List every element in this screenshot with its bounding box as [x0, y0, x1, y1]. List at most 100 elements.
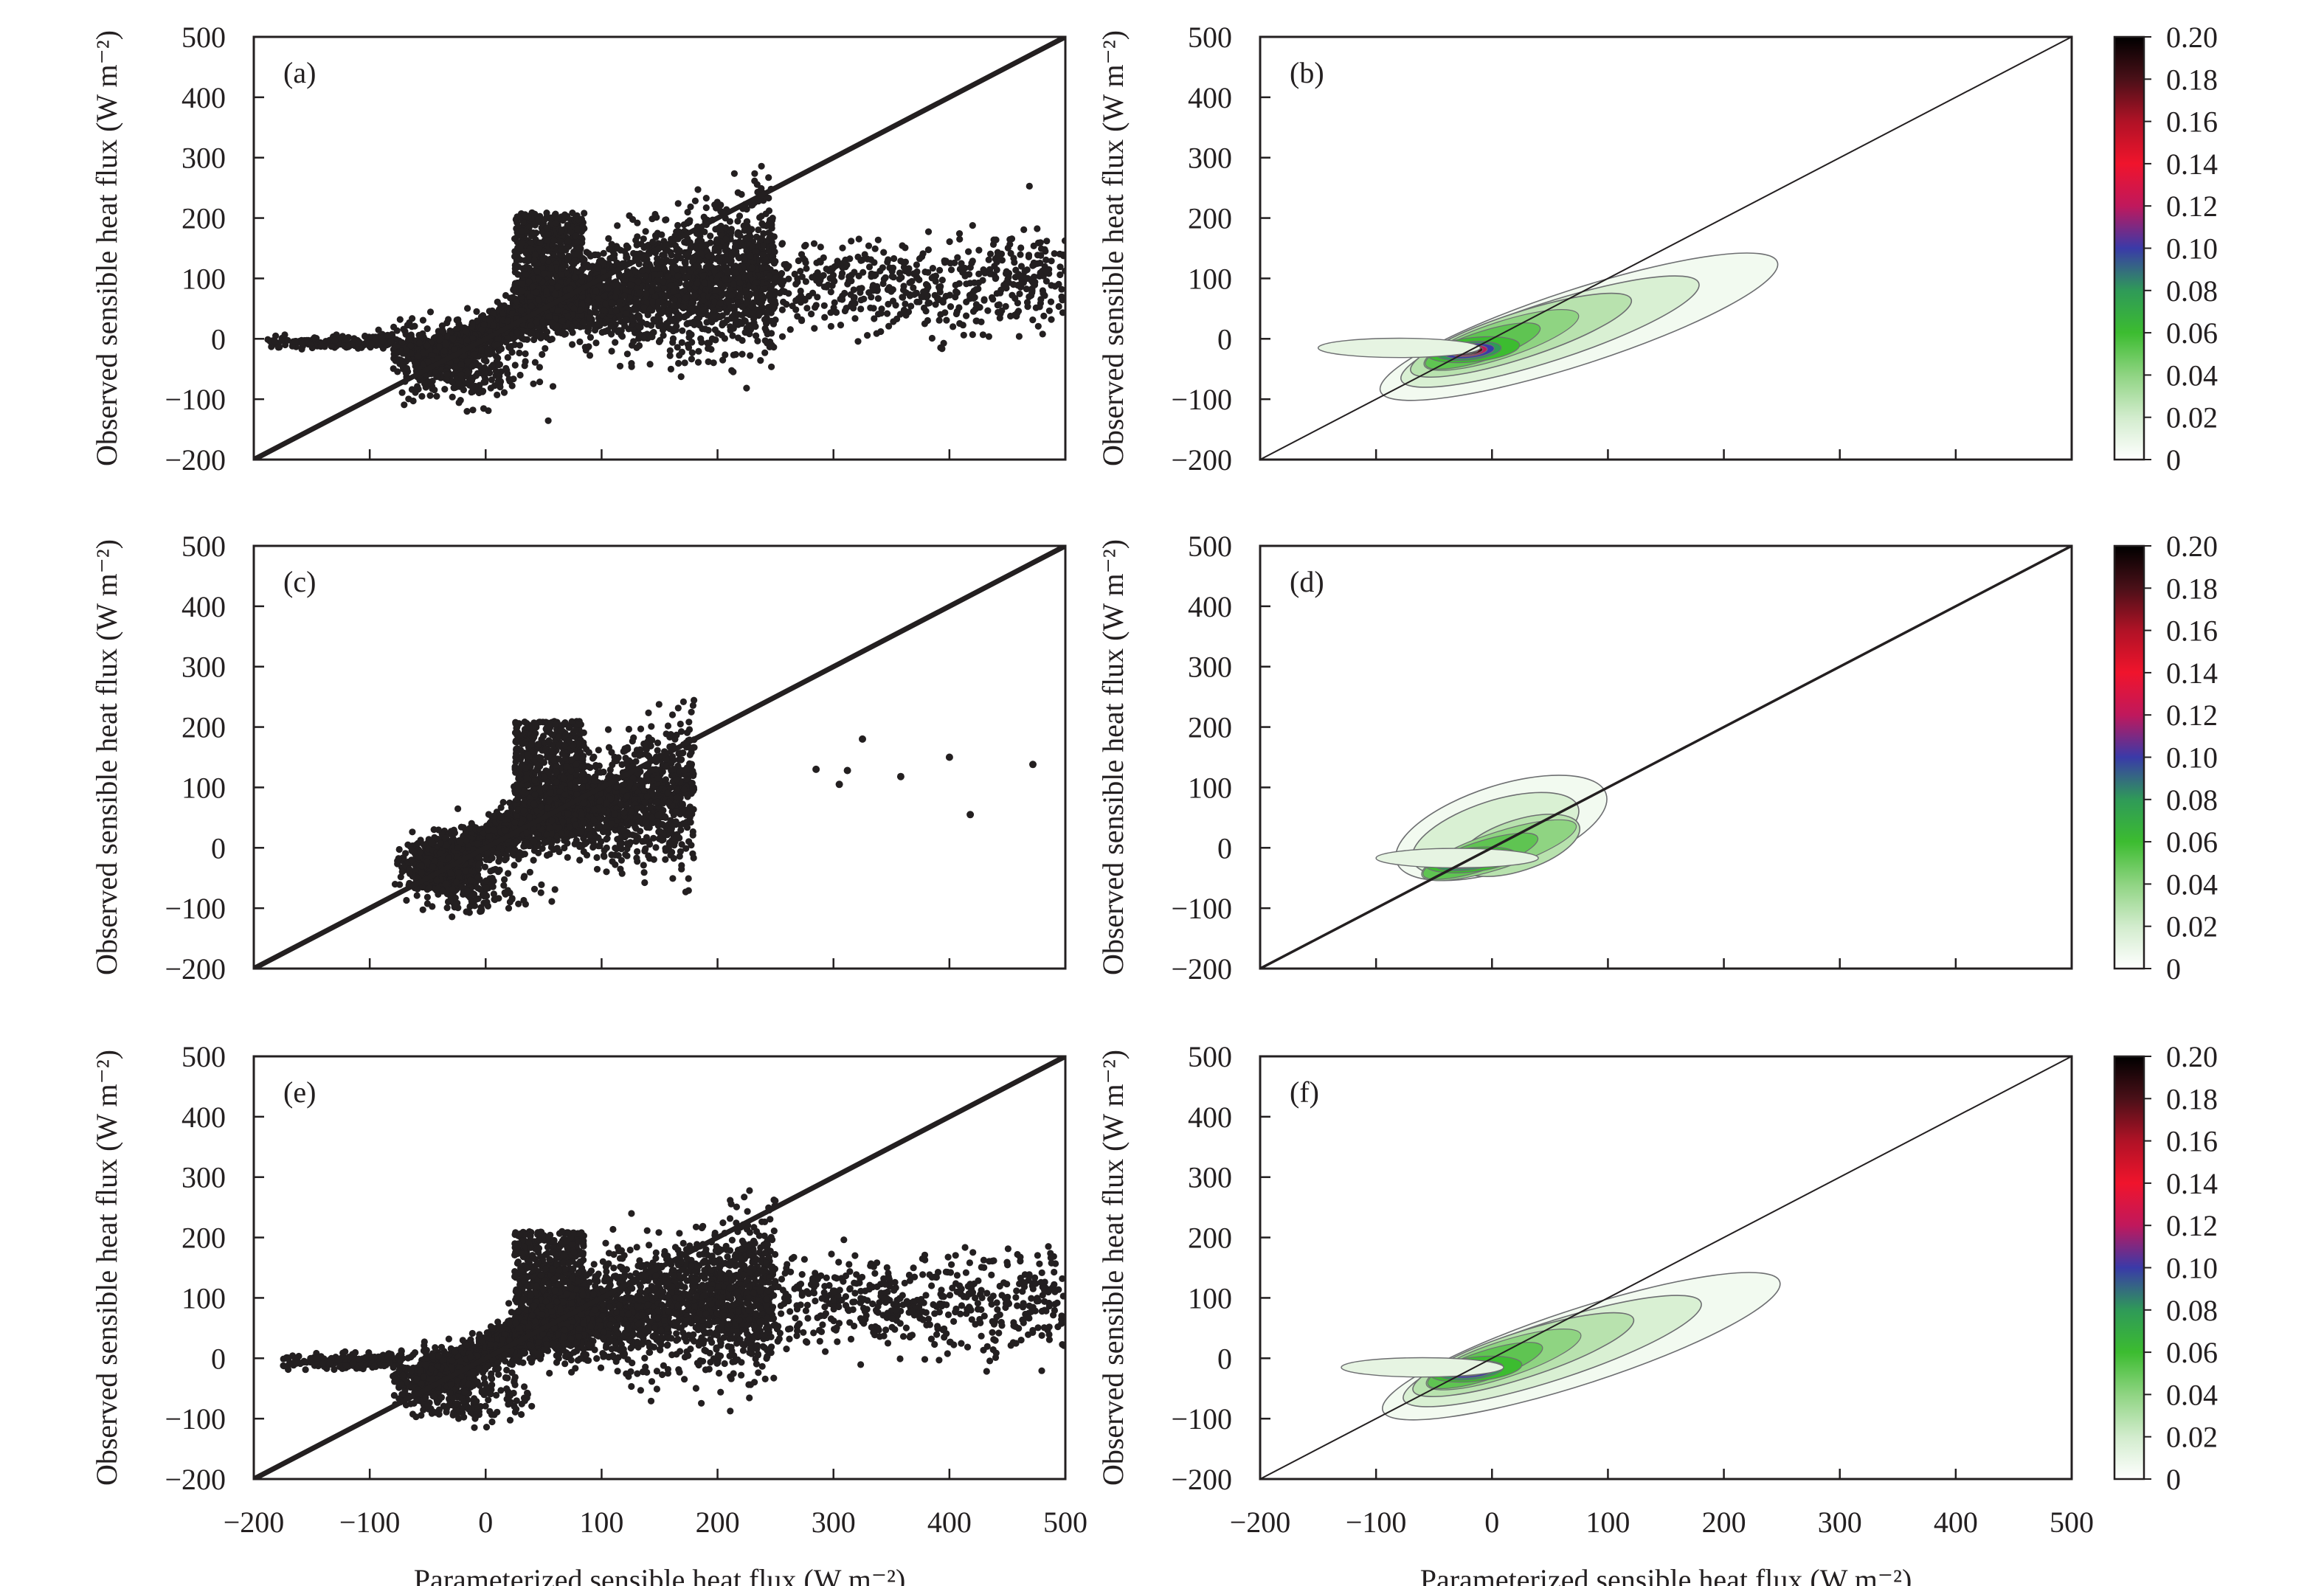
scatter-point: [750, 309, 757, 317]
scatter-point: [1037, 239, 1044, 246]
scatter-point: [469, 406, 477, 414]
scatter-point: [522, 247, 529, 255]
scatter-point: [785, 275, 792, 283]
scatter-point: [700, 297, 708, 304]
scatter-point: [671, 297, 679, 304]
scatter-point: [528, 239, 535, 246]
scatter-point: [937, 311, 944, 318]
scatter-point: [727, 314, 736, 322]
scatter-point: [736, 285, 744, 292]
scatter-point: [511, 235, 519, 243]
scatter-point: [954, 254, 961, 261]
scatter-point: [387, 338, 395, 345]
scatter-point: [463, 328, 470, 336]
scatter-point: [1034, 225, 1041, 232]
scatter-point: [480, 387, 487, 395]
scatter-point: [398, 389, 406, 396]
scatter-point: [564, 221, 571, 229]
scatter-point: [554, 307, 561, 314]
scatter-point: [637, 240, 645, 248]
scatter-point: [683, 250, 691, 258]
scatter-point: [299, 339, 306, 347]
scatter-point: [675, 359, 682, 367]
scatter-point: [632, 237, 640, 244]
scatter-point: [963, 312, 970, 319]
scatter-point: [677, 373, 685, 381]
scatter-point: [585, 343, 592, 350]
scatter-point: [419, 316, 427, 324]
scatter-point: [932, 301, 939, 308]
scatter-point: [601, 259, 608, 266]
scatter-point: [753, 181, 761, 188]
scatter-point: [985, 333, 992, 340]
scatter-point: [494, 391, 501, 399]
scatter-point: [688, 356, 696, 363]
scatter-point: [705, 358, 712, 365]
scatter-point: [328, 342, 335, 350]
scatter-point: [409, 315, 416, 322]
scatter-point: [533, 288, 540, 296]
scatter-point: [561, 262, 570, 269]
scatter-point: [468, 319, 476, 327]
scatter-point: [529, 283, 536, 291]
scatter-point: [592, 251, 599, 258]
scatter-point: [772, 269, 779, 276]
scatter-point: [468, 377, 475, 384]
scatter-point: [1017, 263, 1026, 270]
scatter-point: [657, 309, 665, 316]
scatter-point: [630, 338, 637, 345]
scatter-point: [981, 269, 989, 277]
scatter-point: [688, 339, 696, 346]
scatter-point: [924, 228, 933, 235]
scatter-point: [688, 305, 696, 313]
scatter-point: [797, 299, 804, 306]
scatter-point: [586, 314, 593, 322]
scatter-point: [587, 333, 595, 341]
scatter-point: [572, 232, 579, 240]
scatter-point: [985, 256, 992, 263]
scatter-point: [559, 328, 567, 336]
scatter-point: [612, 294, 619, 301]
scatter-point: [569, 323, 576, 330]
scatter-point: [616, 362, 624, 370]
scatter-point: [463, 408, 471, 415]
scatter-point: [691, 253, 698, 260]
scatter-point: [578, 311, 585, 319]
scatter-point: [384, 331, 392, 339]
scatter-point: [768, 317, 775, 325]
scatter-point: [612, 307, 620, 314]
scatter-point: [362, 333, 369, 340]
scatter-point: [741, 316, 748, 325]
scatter-point: [502, 291, 510, 299]
scatter-point: [585, 250, 592, 257]
scatter-point: [707, 239, 714, 246]
scatter-point: [801, 243, 809, 250]
scatter-point: [614, 222, 621, 229]
scatter-point: [741, 329, 749, 336]
scatter-point: [533, 319, 540, 326]
scatter-point: [480, 312, 487, 319]
scatter-point: [390, 365, 397, 373]
scatter-point: [506, 378, 513, 385]
scatter-point: [559, 217, 567, 224]
scatter-point: [651, 271, 658, 278]
scatter-point: [571, 251, 579, 258]
scatter-point: [759, 251, 767, 258]
scatter-point: [696, 320, 703, 328]
scatter-point: [657, 271, 664, 278]
scatter-point: [611, 251, 618, 258]
scatter-point: [605, 235, 612, 242]
scatter-point: [598, 328, 606, 336]
scatter-point: [769, 257, 777, 265]
scatter-point: [451, 346, 458, 353]
scatter-point: [404, 356, 412, 363]
scatter-point: [768, 224, 775, 232]
scatter-point: [730, 368, 737, 375]
scatter-point: [432, 367, 439, 375]
scatter-point: [666, 352, 674, 359]
scatter-point: [443, 371, 451, 378]
scatter-point: [530, 257, 539, 264]
scatter-point: [463, 336, 471, 344]
scatter-point: [516, 371, 524, 379]
